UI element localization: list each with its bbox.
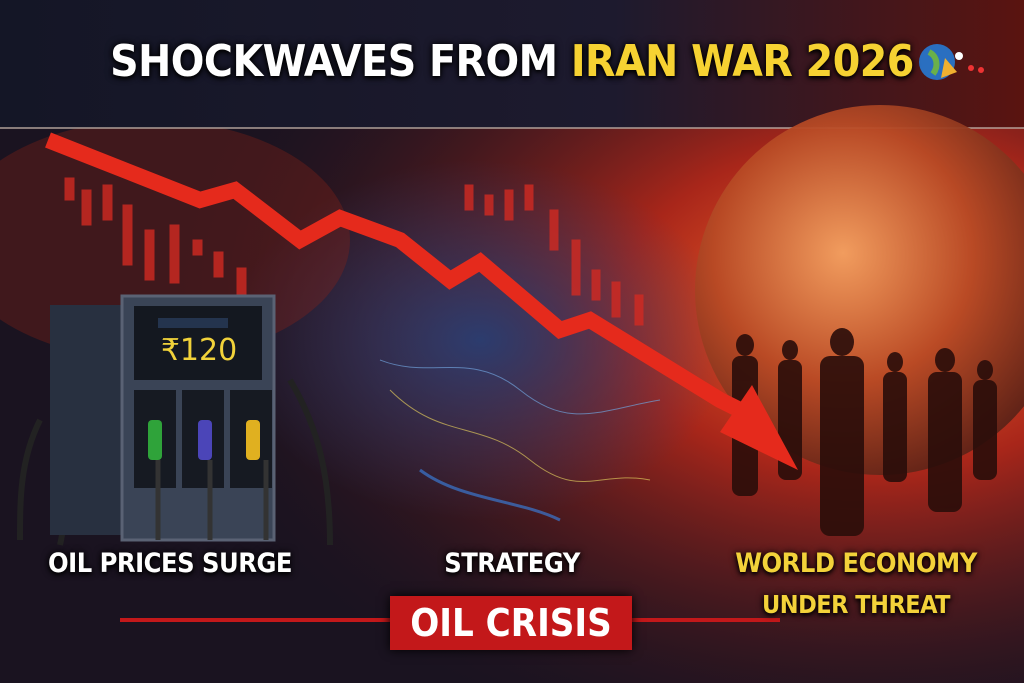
pump-price-display: ₹120: [160, 332, 238, 368]
candlesticks: [64, 177, 644, 326]
downtrend-arrow: [45, 132, 798, 470]
title-white-part: SHOCKWAVES FROM: [110, 36, 571, 87]
page-title: SHOCKWAVES FROM IRAN WAR 2026: [0, 36, 1024, 87]
fuel-pump: [17, 294, 333, 546]
title-highlight: IRAN WAR 2026: [570, 36, 915, 87]
label-world-economy: WORLD ECONOMY: [735, 548, 977, 579]
oil-crisis-banner: OIL CRISIS: [390, 596, 632, 650]
label-under-threat: UNDER THREAT: [762, 590, 950, 619]
globe-sparkle-icon: [919, 44, 984, 80]
label-strategy: STRATEGY: [444, 548, 580, 579]
label-oil-prices-surge: OIL PRICES SURGE: [48, 548, 292, 579]
strategy-map-lines: [379, 359, 661, 522]
